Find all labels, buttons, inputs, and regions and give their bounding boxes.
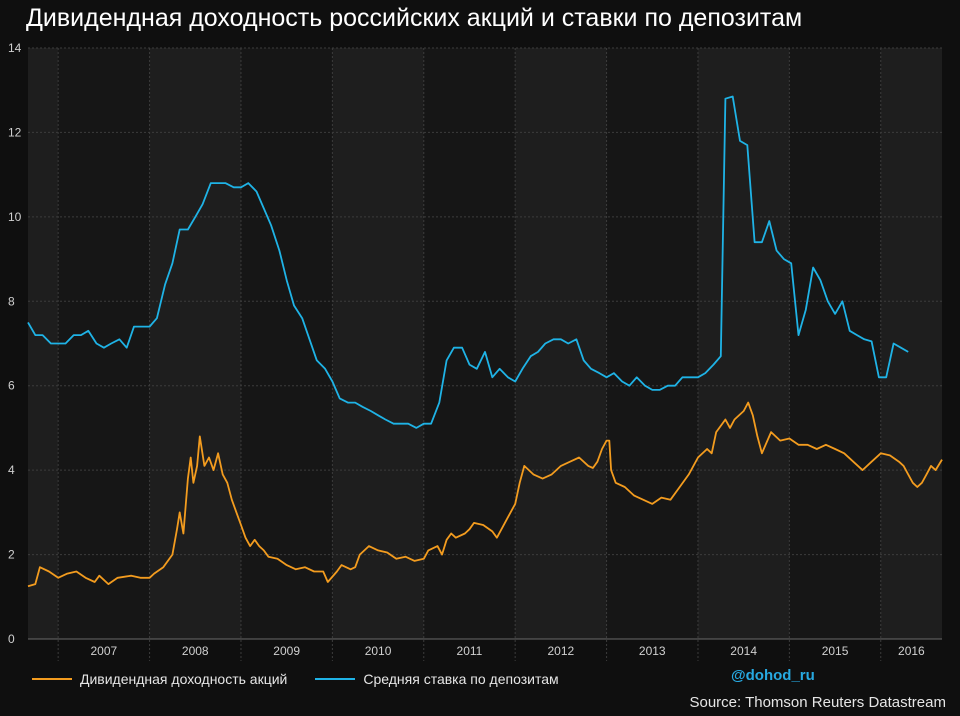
x-tick-label: 2008 (182, 644, 209, 658)
legend-label-dividend: Дивидендная доходность акций (80, 671, 288, 687)
x-axis-ticks: 2007 2008 2009 2010 2011 2012 2013 2014 2015 2016 (91, 644, 926, 658)
author-handle: @dohod_ru (731, 667, 815, 684)
x-tick-label: 2007 (91, 644, 118, 658)
x-tick-label: 2012 (548, 644, 575, 658)
y-tick-label: 2 (8, 548, 15, 562)
legend-swatch-deposit (315, 678, 356, 680)
x-tick-label: 2014 (730, 644, 757, 658)
x-tick-label: 2015 (822, 644, 849, 658)
year-band (332, 48, 424, 639)
legend-item-deposit: Средняя ставка по депозитам (315, 671, 559, 687)
year-band (515, 48, 607, 639)
x-tick-label: 2016 (898, 644, 925, 658)
year-band (697, 48, 790, 639)
year-band (58, 48, 150, 639)
y-tick-label: 8 (8, 294, 15, 308)
y-axis-ticks: 0 2 4 6 8 10 12 14 (8, 41, 22, 646)
legend-label-deposit: Средняя ставка по депозитам (363, 671, 559, 687)
legend-item-dividend: Дивидендная доходность акций (32, 671, 287, 687)
year-band (880, 48, 942, 639)
x-tick-label: 2011 (457, 644, 483, 658)
chart-title: Дивидендная доходность российских акций … (26, 4, 803, 32)
year-band (240, 48, 333, 639)
legend: Дивидендная доходность акций Средняя ста… (32, 668, 587, 690)
year-band (606, 48, 698, 639)
y-tick-label: 6 (8, 379, 15, 393)
series-line-deposit (27, 95, 909, 429)
series-line-dividend (27, 401, 943, 588)
year-band (149, 48, 241, 639)
series-lines (27, 95, 943, 588)
y-tick-label: 0 (8, 632, 15, 646)
y-tick-label: 12 (8, 125, 22, 139)
y-tick-label: 14 (8, 41, 22, 55)
x-tick-label: 2009 (273, 644, 300, 658)
y-tick-label: 10 (8, 210, 22, 224)
year-bands (28, 48, 942, 639)
y-tick-label: 4 (8, 463, 15, 477)
legend-swatch-dividend (32, 678, 72, 680)
source-note: Source: Thomson Reuters Datastream (689, 694, 946, 711)
year-band (789, 48, 881, 639)
gridlines (28, 47, 942, 661)
x-tick-label: 2013 (639, 644, 666, 658)
year-band (423, 48, 516, 639)
x-tick-label: 2010 (365, 644, 392, 658)
